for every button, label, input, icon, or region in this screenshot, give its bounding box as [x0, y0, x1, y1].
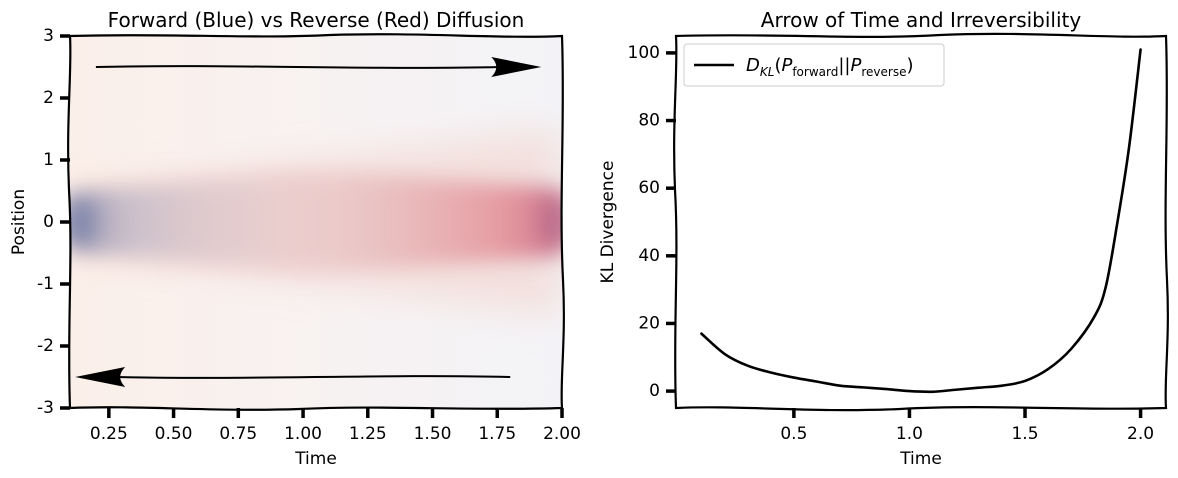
y-tick-label-b: 20	[638, 313, 660, 333]
chart-a-plot-area	[70, 36, 562, 408]
legend-box	[683, 43, 945, 87]
y-ticks-b: 0 20 40 60 80 100	[628, 43, 676, 401]
legend: DKL(Pforward||Preverse)	[683, 43, 945, 87]
x-tick-label-a: 1.75	[478, 424, 516, 444]
y-tick-label-b: 60	[638, 178, 660, 198]
x-tick-label-b: 2.0	[1127, 424, 1154, 444]
chart-a-title: Forward (Blue) vs Reverse (Red) Diffusio…	[108, 8, 525, 32]
chart-b: Arrow of Time and Irreversibility 0.5 1.…	[598, 8, 1169, 469]
x-ticks-a: 0.25 0.50 0.75 1.00 1.25 1.50 1.75 2.00	[90, 408, 581, 444]
x-axis-label-a: Time	[294, 449, 337, 469]
reverse-arrow-shaft	[115, 375, 511, 379]
y-tick-label-a: -1	[37, 274, 54, 294]
heatmap-reverse-peak	[538, 196, 562, 248]
x-tick-label-b: 1.0	[896, 424, 923, 444]
y-tick-label-b: 100	[628, 43, 660, 63]
x-tick-label-a: 0.50	[155, 424, 193, 444]
y-tick-label-a: 1	[43, 150, 54, 170]
y-tick-label-b: 40	[638, 246, 660, 266]
y-tick-label-a: 3	[43, 26, 54, 46]
y-tick-label-a: -3	[37, 398, 54, 418]
heatmap-reverse-band	[70, 170, 562, 274]
reverse-arrow-head	[75, 367, 126, 387]
y-tick-label-b: 0	[649, 381, 660, 401]
heatmap-forward-peak	[70, 198, 98, 246]
chart-a: Forward (Blue) vs Reverse (Red) Diffusio…	[9, 8, 581, 469]
y-axis-label-a: Position	[9, 189, 29, 255]
y-axis-label-b: KL Divergence	[598, 161, 618, 284]
chart-b-plot-area	[700, 48, 1142, 394]
forward-arrow-shaft	[95, 65, 502, 69]
x-tick-label-a: 1.25	[349, 424, 387, 444]
y-tick-label-a: 2	[43, 88, 54, 108]
y-tick-label-b: 80	[638, 111, 660, 131]
x-tick-label-a: 0.25	[90, 424, 128, 444]
x-tick-label-a: 1.00	[284, 424, 322, 444]
x-tick-label-b: 0.5	[780, 424, 807, 444]
arrows-a	[75, 57, 542, 387]
x-tick-label-a: 2.00	[543, 424, 581, 444]
x-tick-label-a: 1.50	[414, 424, 452, 444]
chart-b-frame	[673, 32, 1169, 412]
y-ticks-a: -3 -2 -1 0 1 2 3	[37, 26, 70, 418]
x-ticks-b: 0.5 1.0 1.5 2.0	[780, 408, 1154, 444]
y-tick-label-a: 0	[43, 212, 54, 232]
chart-b-title: Arrow of Time and Irreversibility	[761, 8, 1082, 32]
legend-label: DKL(Pforward||Preverse)	[746, 55, 913, 79]
kl-divergence-line	[700, 48, 1142, 394]
x-tick-label-b: 1.5	[1011, 424, 1038, 444]
forward-arrow-head	[491, 57, 542, 77]
x-tick-label-a: 0.75	[219, 424, 257, 444]
y-tick-label-a: -2	[37, 336, 54, 356]
x-axis-label-b: Time	[899, 449, 942, 469]
